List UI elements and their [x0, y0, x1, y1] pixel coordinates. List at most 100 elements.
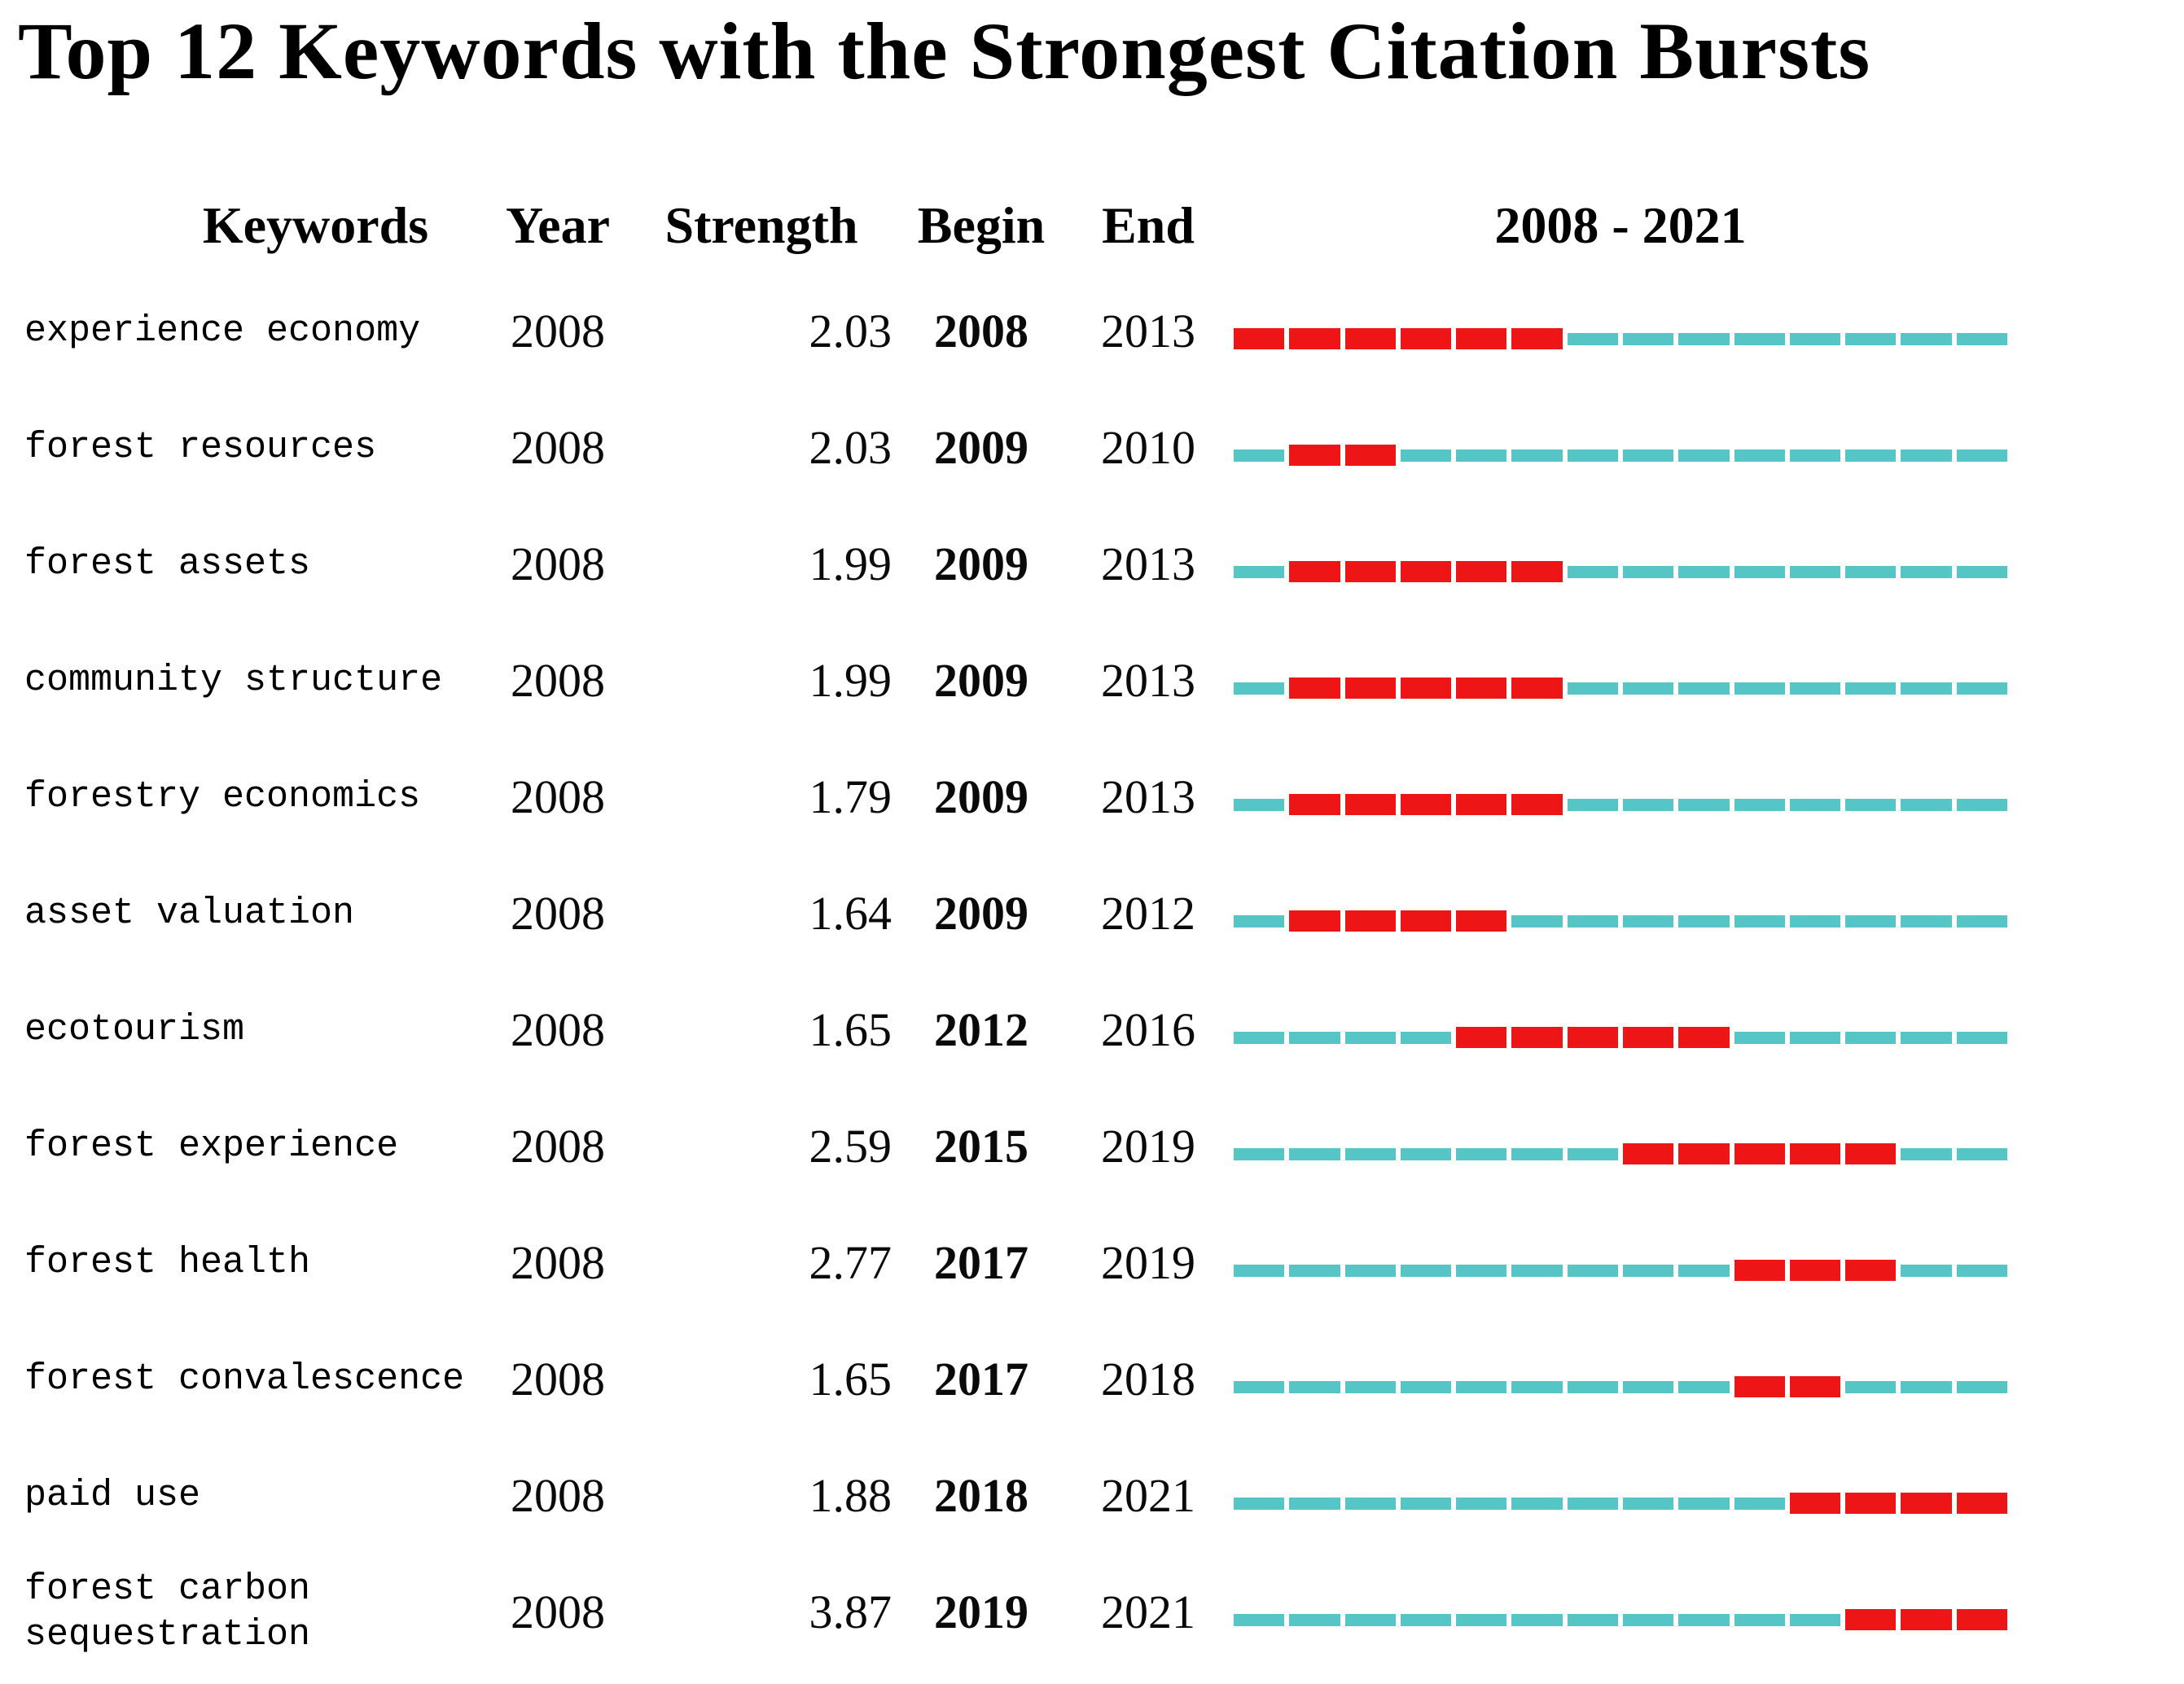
keyword-label: forest convalescence: [24, 1357, 465, 1400]
base-segment: [1845, 449, 1897, 462]
year-value: 2008: [511, 1003, 605, 1057]
burst-segment: [1734, 1143, 1785, 1165]
year-value: 2008: [511, 305, 605, 358]
base-segment: [1901, 1380, 1952, 1393]
base-segment: [1678, 798, 1730, 811]
table-row: community structure 2008 1.99 2009 2013: [0, 623, 2184, 739]
base-segment: [1567, 1147, 1618, 1160]
base-segment: [1289, 1497, 1340, 1510]
base-segment: [1956, 1147, 2007, 1160]
base-segment: [1234, 798, 1285, 811]
burst-segment: [1845, 1609, 1897, 1631]
table-row: experience economy 2008 2.03 2008 2013: [0, 274, 2184, 390]
base-segment: [1956, 682, 2007, 695]
keyword-label: asset valuation: [24, 892, 355, 934]
burst-timeline: [1234, 792, 2007, 817]
begin-value: 2017: [934, 1353, 1028, 1406]
burst-segment: [1289, 561, 1340, 583]
base-segment: [1678, 1380, 1730, 1393]
base-segment: [1234, 1380, 1285, 1393]
base-segment: [1234, 1613, 1285, 1626]
base-segment: [1344, 1380, 1396, 1393]
burst-timeline: [1234, 1142, 2007, 1166]
column-header-keywords: Keywords: [202, 196, 429, 254]
burst-timeline: [1234, 1375, 2007, 1399]
table-row: forest convalescence 2008 1.65 2017 2018: [0, 1322, 2184, 1438]
burst-segment: [1234, 328, 1285, 350]
base-segment: [1289, 1613, 1340, 1626]
base-segment: [1567, 914, 1618, 928]
base-segment: [1567, 1613, 1618, 1626]
base-segment: [1567, 1380, 1618, 1393]
year-value: 2008: [511, 887, 605, 941]
burst-segment: [1456, 678, 1507, 699]
strength-value: 1.99: [809, 654, 892, 708]
burst-segment: [1289, 445, 1340, 467]
end-value: 2018: [1101, 1353, 1195, 1406]
burst-segment: [1344, 910, 1396, 932]
burst-segment: [1344, 678, 1396, 699]
strength-value: 1.79: [809, 770, 892, 824]
burst-segment: [1789, 1260, 1841, 1282]
year-value: 2008: [511, 421, 605, 475]
base-segment: [1901, 332, 1952, 345]
keyword-label: forest health: [24, 1241, 311, 1283]
base-segment: [1789, 682, 1841, 695]
base-segment: [1622, 565, 1674, 578]
table-body: experience economy 2008 2.03 2008 2013 forest…: [0, 274, 2184, 1671]
page-title: Top 12 Keywords with the Strongest Citat…: [18, 6, 1871, 96]
base-segment: [1456, 1264, 1507, 1277]
burst-segment: [1289, 910, 1340, 932]
begin-value: 2009: [934, 887, 1028, 941]
base-segment: [1734, 1031, 1785, 1044]
base-segment: [1567, 449, 1618, 462]
end-value: 2013: [1101, 654, 1195, 708]
burst-segment: [1511, 328, 1563, 350]
base-segment: [1234, 914, 1285, 928]
begin-value: 2012: [934, 1003, 1028, 1057]
burst-segment: [1901, 1609, 1952, 1631]
base-segment: [1456, 1147, 1507, 1160]
end-value: 2021: [1101, 1585, 1195, 1639]
base-segment: [1511, 1380, 1563, 1393]
base-segment: [1678, 1264, 1730, 1277]
keyword-label: community structure: [24, 659, 443, 701]
base-segment: [1511, 1147, 1563, 1160]
year-value: 2008: [511, 770, 605, 824]
base-segment: [1289, 1031, 1340, 1044]
base-segment: [1567, 332, 1618, 345]
base-segment: [1234, 1031, 1285, 1044]
base-segment: [1956, 1031, 2007, 1044]
base-segment: [1622, 449, 1674, 462]
strength-value: 3.87: [809, 1585, 892, 1639]
base-segment: [1622, 1613, 1674, 1626]
begin-value: 2019: [934, 1585, 1028, 1639]
burst-segment: [1456, 794, 1507, 816]
strength-value: 2.59: [809, 1120, 892, 1173]
base-segment: [1400, 1147, 1452, 1160]
base-segment: [1234, 1497, 1285, 1510]
burst-segment: [1622, 1027, 1674, 1049]
base-segment: [1678, 449, 1730, 462]
base-segment: [1456, 1613, 1507, 1626]
base-segment: [1400, 1031, 1452, 1044]
base-segment: [1789, 1613, 1841, 1626]
burst-segment: [1734, 1260, 1785, 1282]
keyword-label: paid use: [24, 1474, 201, 1516]
table-row: asset valuation 2008 1.64 2009 2012: [0, 856, 2184, 972]
strength-value: 1.65: [809, 1353, 892, 1406]
burst-segment: [1845, 1143, 1897, 1165]
base-segment: [1956, 798, 2007, 811]
base-segment: [1567, 1264, 1618, 1277]
base-segment: [1567, 565, 1618, 578]
burst-segment: [1456, 1027, 1507, 1049]
keyword-label: forest resources: [24, 426, 377, 468]
keyword-label: forest assets: [24, 542, 311, 585]
base-segment: [1845, 565, 1897, 578]
strength-value: 2.03: [809, 421, 892, 475]
keyword-label: forest experience: [24, 1125, 399, 1167]
base-segment: [1289, 1380, 1340, 1393]
column-header-strength: Strength: [664, 196, 858, 254]
burst-segment: [1344, 328, 1396, 350]
base-segment: [1734, 332, 1785, 345]
